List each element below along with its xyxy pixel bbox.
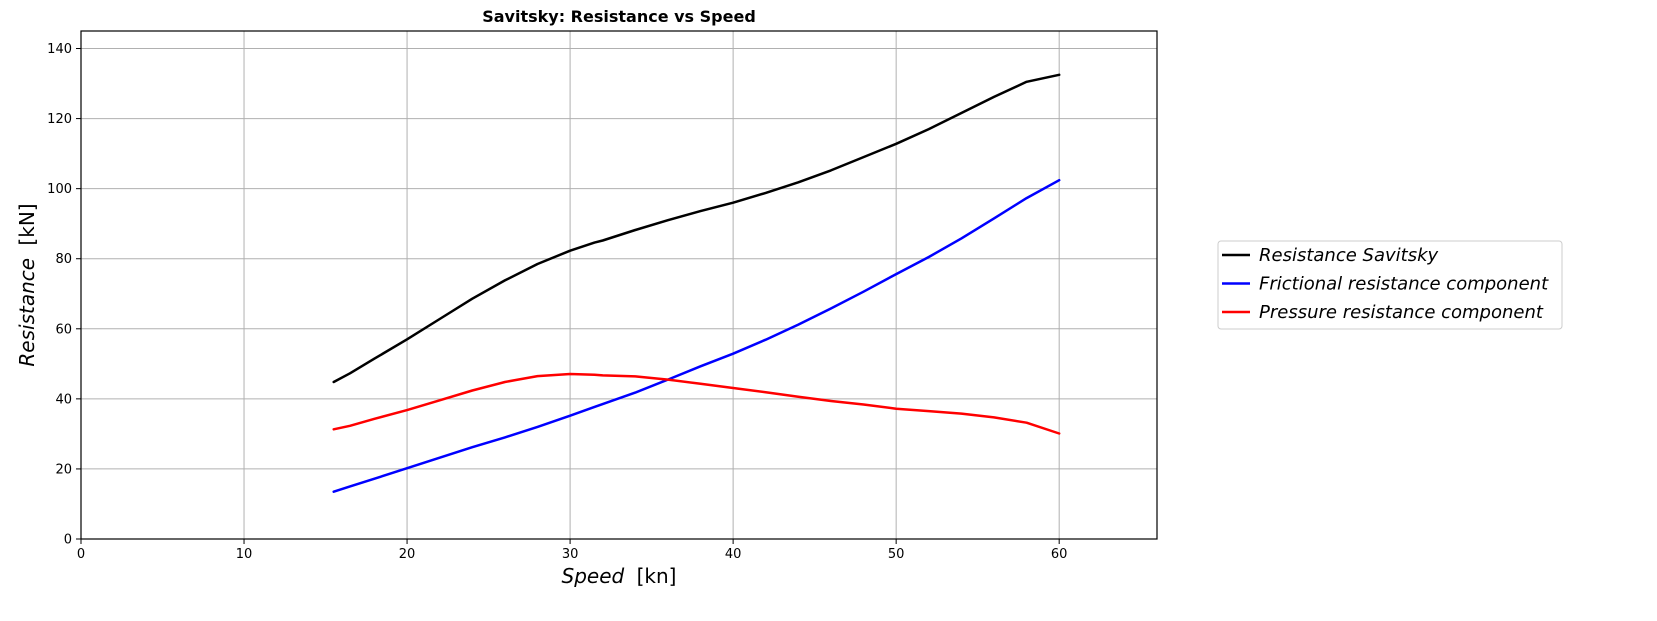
y-tick-label: 140 xyxy=(47,42,72,57)
x-tick-label: 20 xyxy=(399,547,416,562)
x-tick-label: 50 xyxy=(888,547,905,562)
y-tick-label: 20 xyxy=(55,462,72,477)
y-axis-label-name: Resistance xyxy=(15,258,39,367)
grid xyxy=(80,31,1157,540)
y-axis-label: Resistance [kN] xyxy=(15,203,39,366)
legend-label-pressure-resistance-component: Pressure resistance component xyxy=(1259,302,1544,323)
y-tick-label: 100 xyxy=(47,182,72,197)
legend-frame xyxy=(1217,240,1563,330)
plot-frame xyxy=(80,30,1158,540)
axis-ticks: 0 10 20 30 40 50 60 0 20 40 60 80 100 120 140 xyxy=(47,42,1067,562)
legend: Resistance Savitsky Frictional resistance… xyxy=(1217,240,1563,330)
y-tick-label: 60 xyxy=(55,322,72,337)
y-tick-label: 120 xyxy=(47,112,72,127)
x-axis-label: Speed [kn] xyxy=(562,564,677,588)
legend-label-resistance-savitsky: Resistance Savitsky xyxy=(1259,245,1438,266)
x-axis-label-unit: [kn] xyxy=(637,564,677,588)
y-tick-label: 0 xyxy=(64,533,72,548)
x-tick-label: 30 xyxy=(562,547,579,562)
series-line-frictional-resistance-component xyxy=(332,178,1061,493)
series-line-resistance-savitsky xyxy=(332,73,1061,384)
x-tick-label: 60 xyxy=(1051,547,1068,562)
y-tick-label: 40 xyxy=(55,392,72,407)
chart-title: Savitsky: Resistance vs Speed xyxy=(482,7,756,26)
series-line-pressure-resistance-component xyxy=(332,372,1061,435)
x-axis-label-name: Speed xyxy=(562,564,625,588)
x-tick-label: 40 xyxy=(725,547,742,562)
legend-label-frictional-resistance-component: Frictional resistance component xyxy=(1259,274,1549,295)
x-tick-label: 10 xyxy=(236,547,253,562)
y-tick-label: 80 xyxy=(55,252,72,267)
x-tick-label: 0 xyxy=(77,547,85,562)
y-axis-label-unit: [kN] xyxy=(15,203,39,245)
series-lines xyxy=(332,73,1061,493)
